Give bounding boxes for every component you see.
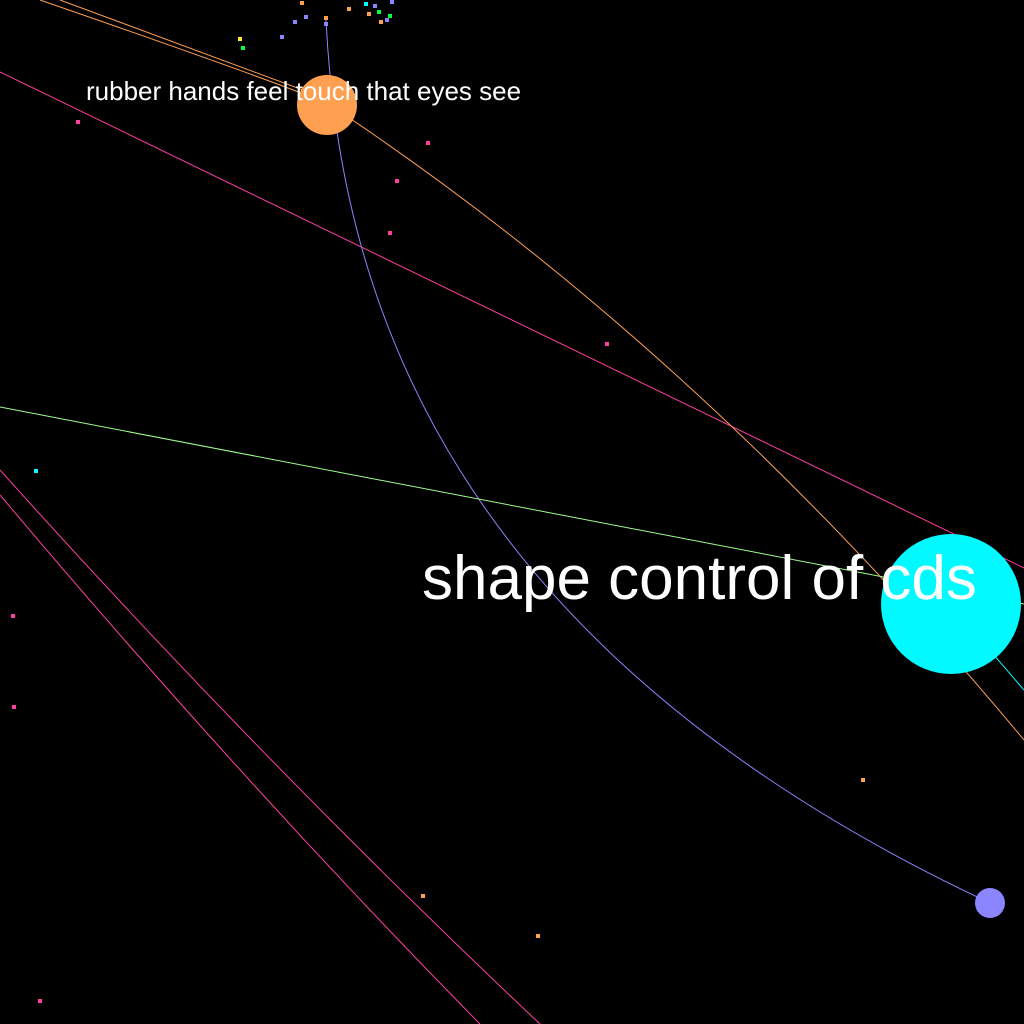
particle-speck — [34, 469, 38, 473]
particle-speck — [395, 179, 399, 183]
particle-speck — [385, 18, 389, 22]
particle-speck — [390, 0, 394, 4]
particle-speck — [293, 20, 297, 24]
particle-speck — [241, 46, 245, 50]
particle-speck — [861, 778, 865, 782]
particle-speck — [300, 1, 304, 5]
particle-speck — [605, 342, 609, 346]
particle-speck — [12, 705, 16, 709]
particle-speck — [11, 614, 15, 618]
trail-line — [0, 406, 1024, 605]
trail-line — [0, 494, 481, 1024]
particle-speck — [377, 10, 381, 14]
particle-speck — [238, 37, 242, 41]
particle-speck — [426, 141, 430, 145]
particle-speck — [373, 4, 377, 8]
particle-speck — [388, 14, 392, 18]
particle-speck — [388, 231, 392, 235]
particle-speck — [367, 12, 371, 16]
particle-speck — [536, 934, 540, 938]
cyan-node — [881, 534, 1021, 674]
trail-line — [325, 19, 991, 904]
particle-speck — [364, 2, 368, 6]
trail-line — [0, 71, 1024, 569]
particle-speck — [304, 15, 308, 19]
particle-speck — [38, 999, 42, 1003]
particle-speck — [347, 7, 351, 11]
particle-speck — [379, 20, 383, 24]
particle-speck — [421, 894, 425, 898]
particle-speck — [324, 22, 328, 26]
orange-node — [297, 75, 357, 135]
trail-line — [39, 0, 1024, 741]
trail-line — [59, 0, 331, 101]
particle-speck — [324, 16, 328, 20]
trail-line — [0, 469, 541, 1024]
violet-node — [975, 888, 1005, 918]
particle-speck — [280, 35, 284, 39]
particle-speck — [76, 120, 80, 124]
